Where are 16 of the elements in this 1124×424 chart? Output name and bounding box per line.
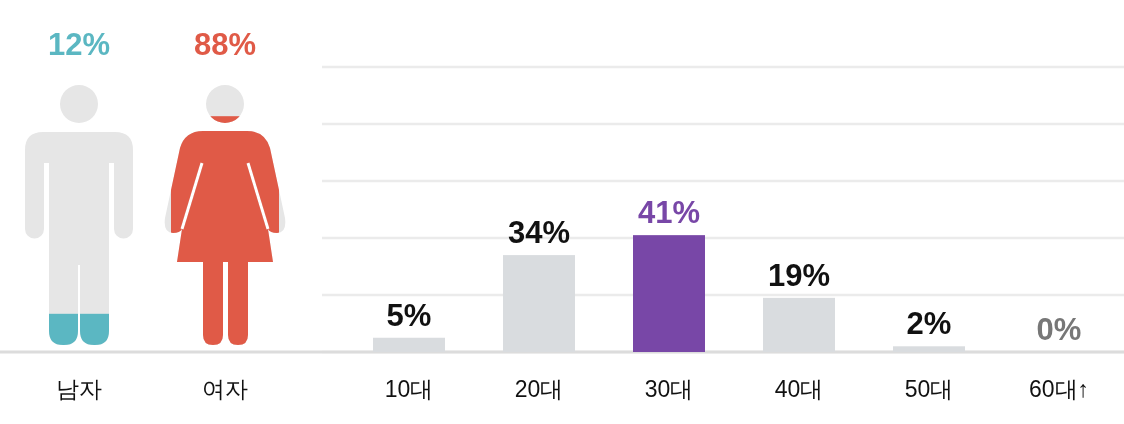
x-tick-label: 남자 (56, 376, 102, 402)
data-label: 5% (386, 297, 432, 333)
data-label: 0% (1036, 312, 1082, 347)
x-tick-label: 30대 (644, 376, 694, 402)
x-tick-label: 40대 (774, 376, 824, 402)
data-label: 2% (906, 306, 952, 342)
data-label: 34% (508, 215, 570, 251)
x-tick-label: 여자 (202, 376, 248, 402)
x-tick-label: 60대↑ (1028, 376, 1090, 402)
x-tick-label: 20대 (514, 376, 564, 402)
data-label: 12% (48, 27, 110, 62)
data-label: 88% (194, 27, 256, 62)
x-tick-label: 10대 (384, 376, 434, 402)
data-label: 19% (768, 257, 830, 293)
x-tick-label: 50대 (904, 376, 954, 402)
data-label: 41% (638, 195, 700, 231)
